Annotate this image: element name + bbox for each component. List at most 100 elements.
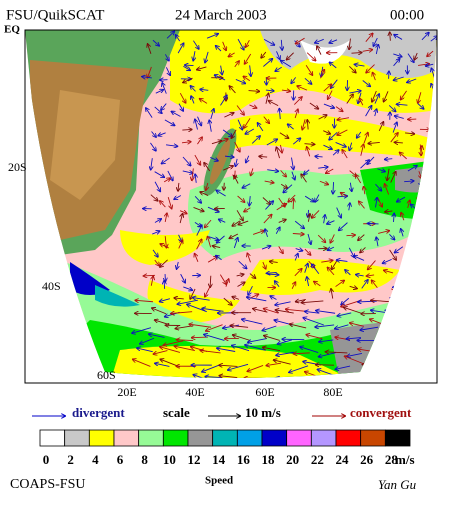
colorbar-tick-label: 0 [43, 452, 50, 467]
wind-arrow [406, 276, 408, 284]
wind-arrow [401, 262, 407, 267]
wind-arrow [383, 335, 402, 338]
wind-arrow [378, 334, 392, 339]
colorbar-swatch [139, 430, 164, 446]
wind-arrow [316, 365, 334, 366]
colorbar-swatch [188, 430, 213, 446]
wind-arrow [420, 379, 435, 383]
colorbar-tick-label: 20 [286, 452, 299, 467]
colorbar-tick-label: 18 [262, 452, 276, 467]
lon-label: 80E [323, 385, 342, 399]
colorbar-swatch [89, 430, 114, 446]
wind-arrow [416, 198, 427, 200]
wind-arrow [418, 257, 427, 259]
wind-arrow [426, 208, 434, 210]
colorbar-tick-label: 6 [117, 452, 124, 467]
wind-arrow [274, 378, 291, 381]
colorbar-tick-label: 2 [67, 452, 74, 467]
colorbar-tick-label: 4 [92, 452, 99, 467]
wind-arrow [434, 128, 442, 130]
wind-arrow [358, 378, 374, 381]
wind-arrow [395, 142, 403, 143]
colorbar-tick-label: 16 [237, 452, 251, 467]
colorbar-tick-label: 26 [360, 452, 374, 467]
wind-arrow [416, 326, 431, 329]
colorbar-swatch [385, 430, 410, 446]
wind-arrow [419, 235, 427, 236]
wind-arrow [164, 281, 165, 289]
colorbar-swatch [262, 430, 287, 446]
wind-arrow [192, 337, 208, 338]
wind-arrow [386, 322, 403, 326]
wind-arrow [176, 378, 194, 380]
colorbar-tick-label: 14 [212, 452, 226, 467]
date: 24 March 2003 [175, 7, 267, 23]
wind-arrow [144, 275, 155, 276]
wind-arrow [235, 379, 251, 381]
wind-arrow [351, 53, 361, 54]
wind-arrow [432, 248, 435, 254]
lon-label: 60E [255, 385, 274, 399]
lat-label: 60S [97, 368, 116, 382]
wind-arrow [430, 227, 432, 234]
wind-arrow [399, 363, 419, 364]
colorbar-tick-label: 24 [336, 452, 350, 467]
wind-arrow [390, 298, 404, 301]
wind-arrow [295, 377, 309, 382]
colorbar-unit: m/s [395, 452, 415, 467]
colorbar-swatch [40, 430, 65, 446]
wind-arrow [436, 256, 447, 259]
wind-arrow [131, 377, 151, 382]
wind-arrow [434, 280, 439, 286]
wind-arrow [424, 181, 434, 182]
colorbar-swatch [311, 430, 336, 446]
colorbar-swatch [213, 430, 238, 446]
wind-arrow [423, 195, 431, 196]
wind-arrow [390, 365, 406, 370]
wind-arrow [413, 223, 422, 228]
wind-arrow [315, 156, 322, 157]
wind-arrow [417, 313, 435, 319]
wind-arrow [362, 364, 378, 365]
wind-arrow [400, 335, 417, 339]
wind-arrow [371, 377, 391, 380]
wind-arrow [418, 289, 424, 296]
wind-arrow [346, 376, 366, 382]
legend-scale: scale [163, 405, 190, 420]
wind-arrow [372, 366, 390, 367]
footer-author: Yan Gu [378, 477, 417, 492]
colorbar-swatch [237, 430, 262, 446]
colorbar-swatch [163, 430, 188, 446]
wind-arrow [396, 314, 416, 319]
wind-arrow [376, 351, 391, 353]
wind-arrow [410, 340, 431, 343]
colorbar-swatch [361, 430, 386, 446]
colorbar-swatch [336, 430, 361, 446]
colorbar-tick-label: 12 [188, 452, 201, 467]
wind-arrow [368, 223, 379, 224]
colorbar-swatch [287, 430, 312, 446]
wind-arrow [434, 132, 436, 143]
colorbar-tick-label: 22 [311, 452, 324, 467]
wind-arrow [413, 364, 433, 369]
lat-label: 40S [42, 279, 61, 293]
source: FSU/QuikSCAT [6, 7, 104, 23]
time: 00:00 [390, 7, 424, 23]
wind-arrow [392, 349, 406, 354]
colorbar-title: Speed [205, 475, 233, 487]
wind-arrow [385, 373, 405, 378]
wind-arrow [403, 321, 420, 324]
colorbar-tick-label: 8 [141, 452, 148, 467]
wind-arrow [224, 183, 225, 190]
legend-divergent: divergent [72, 405, 125, 420]
colorbar-swatch [114, 430, 139, 446]
wind-arrow [434, 166, 445, 168]
wind-arrow [185, 65, 194, 66]
colorbar-swatch [65, 430, 90, 446]
wind-arrow [416, 347, 435, 351]
wind-arrow [401, 345, 420, 350]
legend-scale-value: 10 m/s [245, 405, 281, 420]
wind-arrow [335, 378, 350, 380]
